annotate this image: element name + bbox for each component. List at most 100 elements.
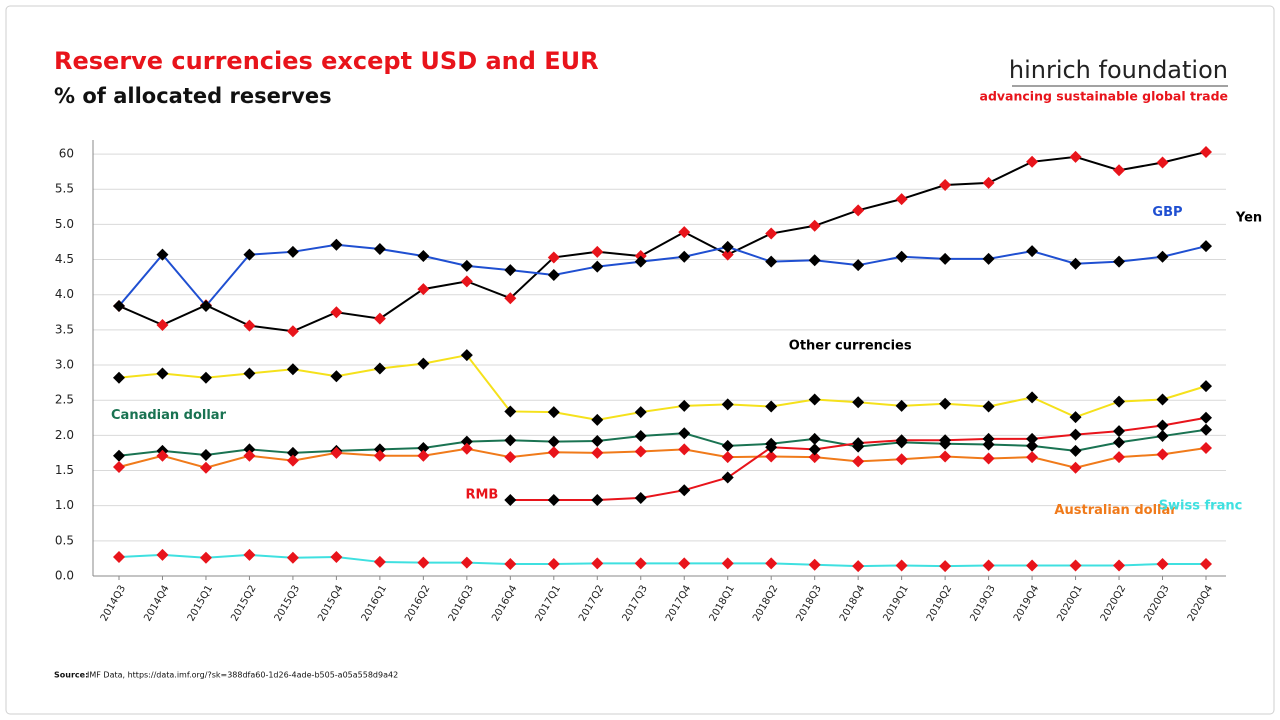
- brand-tagline: advancing sustainable global trade: [980, 89, 1228, 104]
- marker: [286, 325, 299, 338]
- marker: [1113, 255, 1126, 268]
- marker: [1069, 411, 1082, 424]
- marker: [504, 292, 517, 305]
- marker: [982, 252, 995, 265]
- x-tick-label: 2016Q4: [490, 584, 519, 624]
- x-tick-label: 2018Q2: [751, 584, 780, 624]
- marker: [765, 255, 778, 268]
- marker: [547, 435, 560, 448]
- x-tick-label: 2016Q3: [447, 584, 476, 624]
- marker: [243, 548, 256, 561]
- marker: [1113, 395, 1126, 408]
- y-tick-label: 0.5: [55, 533, 74, 547]
- marker: [852, 396, 865, 409]
- y-tick-label: 1.5: [55, 463, 74, 477]
- x-tick-label: 2014Q3: [99, 584, 128, 624]
- marker: [243, 367, 256, 380]
- marker: [808, 219, 821, 232]
- marker: [721, 398, 734, 411]
- marker: [460, 435, 473, 448]
- marker: [113, 371, 125, 384]
- marker: [1069, 559, 1082, 572]
- marker: [417, 283, 430, 296]
- marker: [765, 557, 778, 570]
- marker: [852, 560, 865, 573]
- x-tick-label: 2020Q1: [1055, 584, 1084, 624]
- y-tick-label: 5.5: [55, 182, 74, 196]
- marker: [1156, 430, 1169, 443]
- marker: [982, 452, 995, 465]
- marker: [1113, 436, 1126, 449]
- marker: [808, 443, 821, 456]
- marker: [199, 299, 212, 312]
- marker: [286, 363, 299, 376]
- y-tick-label: 3.5: [55, 322, 74, 336]
- marker: [1026, 245, 1039, 258]
- marker: [330, 306, 343, 319]
- marker: [721, 439, 734, 452]
- marker: [678, 427, 691, 440]
- marker: [156, 449, 169, 462]
- y-tick-label: 60: [59, 147, 74, 161]
- x-tick-label: 2017Q3: [621, 584, 650, 624]
- x-tick-label: 2019Q2: [925, 584, 954, 624]
- marker: [808, 558, 821, 571]
- series-label: Swiss franc: [1159, 499, 1243, 514]
- x-tick-label: 2019Q1: [881, 584, 910, 624]
- marker: [678, 250, 691, 263]
- marker: [113, 449, 125, 462]
- y-tick-label: 2.5: [55, 393, 74, 407]
- marker: [1113, 425, 1126, 438]
- marker: [373, 449, 386, 462]
- y-tick-label: 5.0: [55, 217, 74, 231]
- marker: [939, 560, 952, 573]
- marker: [895, 399, 908, 412]
- x-tick-label: 2018Q4: [838, 584, 867, 624]
- marker: [1026, 439, 1039, 452]
- marker: [982, 176, 995, 189]
- marker: [808, 432, 821, 445]
- x-tick-label: 2019Q4: [1012, 584, 1041, 624]
- marker: [1069, 461, 1082, 474]
- y-tick-label: 3.0: [55, 358, 74, 372]
- marker: [286, 454, 299, 467]
- marker: [852, 455, 865, 468]
- marker: [1026, 155, 1039, 168]
- marker: [547, 558, 560, 571]
- marker: [1156, 156, 1169, 169]
- marker: [373, 443, 386, 456]
- x-tick-label: 2017Q1: [534, 584, 563, 624]
- x-tick-label: 2019Q3: [968, 584, 997, 624]
- marker: [373, 555, 386, 568]
- marker: [852, 259, 865, 272]
- marker: [1069, 150, 1082, 163]
- marker: [547, 269, 560, 282]
- marker: [1156, 393, 1169, 406]
- marker: [1200, 442, 1212, 455]
- marker: [1026, 432, 1039, 445]
- marker: [1069, 257, 1082, 270]
- marker: [634, 255, 647, 268]
- marker: [634, 406, 647, 419]
- marker: [1156, 448, 1169, 461]
- marker: [417, 250, 430, 263]
- marker: [504, 405, 517, 418]
- marker: [417, 449, 430, 462]
- marker: [678, 557, 691, 570]
- marker: [286, 551, 299, 564]
- marker: [939, 397, 952, 410]
- marker: [1113, 559, 1126, 572]
- series-label: RMB: [465, 488, 498, 503]
- marker: [721, 240, 734, 253]
- marker: [547, 446, 560, 459]
- marker: [895, 559, 908, 572]
- marker: [765, 450, 778, 463]
- marker: [547, 406, 560, 419]
- marker: [1156, 419, 1169, 432]
- marker: [330, 370, 343, 383]
- marker: [504, 434, 517, 447]
- marker: [504, 264, 517, 277]
- marker: [286, 446, 299, 459]
- marker: [591, 245, 604, 258]
- marker: [634, 445, 647, 458]
